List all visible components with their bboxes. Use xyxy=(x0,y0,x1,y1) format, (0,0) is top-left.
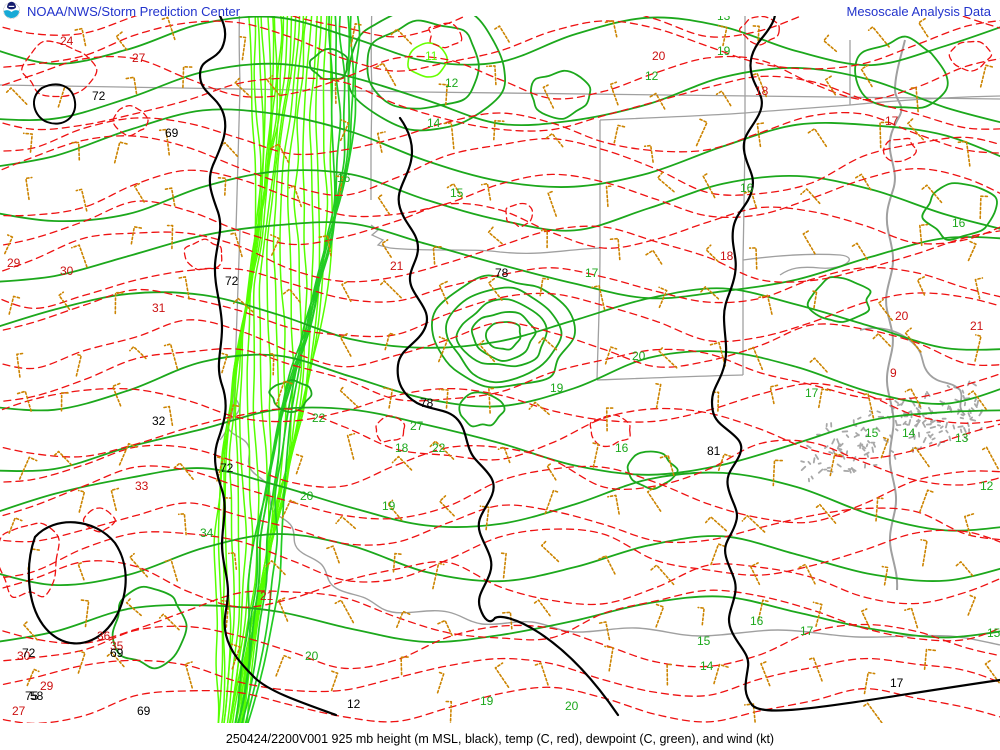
svg-text:24: 24 xyxy=(60,34,74,48)
svg-text:69: 69 xyxy=(110,646,124,660)
svg-text:18: 18 xyxy=(720,249,734,263)
svg-text:19: 19 xyxy=(480,694,494,708)
svg-text:20: 20 xyxy=(305,649,319,663)
svg-text:21: 21 xyxy=(970,319,984,333)
svg-text:21: 21 xyxy=(260,589,274,603)
svg-text:18: 18 xyxy=(395,441,409,455)
svg-text:20: 20 xyxy=(652,49,666,63)
svg-text:17: 17 xyxy=(805,386,819,400)
svg-text:69: 69 xyxy=(137,704,151,718)
svg-text:36: 36 xyxy=(97,629,111,643)
svg-text:19: 19 xyxy=(382,499,396,513)
svg-text:78: 78 xyxy=(495,266,509,280)
svg-text:20: 20 xyxy=(895,309,909,323)
svg-text:27: 27 xyxy=(410,419,424,433)
svg-text:14: 14 xyxy=(902,426,916,440)
svg-text:13: 13 xyxy=(717,9,731,23)
svg-text:31: 31 xyxy=(152,301,166,315)
svg-text:81: 81 xyxy=(707,444,721,458)
svg-text:33: 33 xyxy=(135,479,149,493)
svg-text:15: 15 xyxy=(865,426,879,440)
svg-text:30: 30 xyxy=(60,264,74,278)
svg-text:12: 12 xyxy=(347,697,361,711)
svg-text:15: 15 xyxy=(697,634,711,648)
svg-text:14: 14 xyxy=(427,116,441,130)
svg-text:12: 12 xyxy=(445,76,459,90)
svg-text:27: 27 xyxy=(132,51,146,65)
svg-text:20: 20 xyxy=(300,489,314,503)
svg-text:19: 19 xyxy=(717,44,731,58)
svg-text:21: 21 xyxy=(390,259,404,273)
svg-text:20: 20 xyxy=(565,699,579,713)
svg-text:17: 17 xyxy=(890,676,904,690)
svg-text:13: 13 xyxy=(955,431,969,445)
svg-text:29: 29 xyxy=(40,679,54,693)
svg-text:16: 16 xyxy=(740,181,754,195)
svg-text:16: 16 xyxy=(750,614,764,628)
svg-text:72: 72 xyxy=(22,646,36,660)
svg-text:12: 12 xyxy=(645,69,659,83)
svg-text:17: 17 xyxy=(800,624,814,638)
svg-text:22: 22 xyxy=(312,411,326,425)
svg-text:22: 22 xyxy=(432,441,446,455)
svg-text:78: 78 xyxy=(420,396,434,410)
svg-text:18: 18 xyxy=(755,84,769,98)
svg-text:16: 16 xyxy=(337,171,351,185)
svg-text:15: 15 xyxy=(450,186,464,200)
svg-text:32: 32 xyxy=(152,414,166,428)
svg-text:72: 72 xyxy=(92,89,106,103)
svg-text:11: 11 xyxy=(425,49,438,63)
svg-text:29: 29 xyxy=(7,256,21,270)
svg-text:9: 9 xyxy=(890,366,897,380)
svg-text:72: 72 xyxy=(220,461,234,475)
svg-text:27: 27 xyxy=(12,704,26,718)
svg-text:17: 17 xyxy=(885,114,899,128)
svg-text:16: 16 xyxy=(952,216,966,230)
svg-text:17: 17 xyxy=(585,266,599,280)
svg-text:19: 19 xyxy=(550,381,564,395)
svg-text:69: 69 xyxy=(165,126,179,140)
svg-text:72: 72 xyxy=(225,274,239,288)
svg-text:14: 14 xyxy=(700,659,714,673)
svg-text:12: 12 xyxy=(980,479,994,493)
svg-text:34: 34 xyxy=(200,526,214,540)
svg-text:15: 15 xyxy=(987,626,1000,640)
svg-text:20: 20 xyxy=(632,349,646,363)
svg-text:16: 16 xyxy=(615,441,629,455)
